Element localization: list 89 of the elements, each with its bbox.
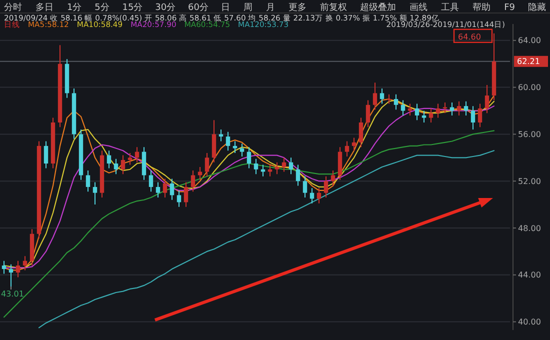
text: 15分 (122, 2, 143, 13)
text: 前复权 (320, 2, 347, 13)
candlestick (400, 100, 406, 116)
candlestick (478, 103, 482, 128)
candlestick (436, 103, 440, 118)
candlestick (450, 102, 454, 116)
candlestick (44, 140, 48, 169)
candlestick (372, 82, 378, 110)
candlestick (134, 146, 140, 163)
y-tick-label: 48.00 (518, 224, 541, 233)
line-series (3, 130, 495, 318)
candlestick (22, 256, 28, 271)
candlestick (226, 131, 230, 152)
candlestick (170, 178, 174, 200)
candlestick (358, 117, 364, 148)
y-tick-label: 56.00 (518, 130, 541, 140)
candlestick (470, 106, 476, 130)
candlestick (456, 100, 462, 116)
candlestick (414, 103, 420, 121)
candlestick (464, 100, 468, 116)
candlestick (114, 158, 118, 175)
text: 日 (220, 3, 230, 13)
candlestick (324, 176, 328, 198)
candlestick (296, 164, 300, 186)
candlestick (190, 170, 196, 192)
candlestick (442, 102, 448, 114)
annotation: 43.01 (1, 290, 24, 299)
candlestick (246, 146, 252, 169)
candlestick (176, 190, 182, 208)
candlestick (120, 154, 126, 175)
y-tick-label: 60.00 (518, 83, 541, 92)
text: 更多 (288, 2, 306, 13)
candlestick (184, 182, 188, 208)
candlestick (198, 166, 202, 180)
candlestick (484, 84, 490, 114)
y-tick-label: 64.00 (518, 36, 541, 46)
text: 画线 (410, 2, 428, 13)
candlestick (386, 94, 392, 104)
candlestick (408, 103, 412, 116)
candlestick (162, 178, 168, 198)
text: 超级叠加 (360, 2, 396, 13)
candlestick (16, 260, 20, 278)
candlestick (204, 152, 210, 177)
text: 月 (266, 3, 275, 13)
y-tick-label: 52.00 (518, 176, 541, 186)
candlestick (148, 170, 154, 192)
text: 周 (243, 2, 252, 13)
candlestick (422, 110, 426, 123)
candlestick (366, 100, 370, 128)
candlestick (282, 157, 286, 172)
text: F9 (504, 3, 516, 13)
text: 帮助 (472, 2, 491, 13)
candlestick (232, 140, 238, 154)
candlestick (338, 146, 342, 180)
candlestick (218, 129, 224, 142)
candlestick (240, 143, 244, 157)
candlestick (352, 137, 356, 152)
y-tick-label: 44.00 (518, 270, 541, 280)
candlestick (316, 188, 322, 204)
candlestick (428, 108, 434, 123)
text: 分时 (4, 2, 22, 13)
candlestick (310, 188, 314, 204)
text: 隐藏 (528, 2, 546, 13)
candlestick (302, 176, 308, 198)
candlestick (106, 150, 112, 169)
candlestick (86, 170, 90, 192)
candlestick (380, 88, 384, 104)
candlestick (2, 260, 6, 274)
line-series (38, 150, 495, 328)
y-tick-label: 40.00 (518, 318, 541, 327)
text: 工具 (441, 2, 460, 13)
candlestick (274, 162, 280, 175)
candlestick (212, 120, 216, 163)
candlestick (254, 158, 258, 175)
candlestick (288, 157, 294, 175)
candlestick (142, 146, 146, 180)
candlestick (156, 182, 160, 198)
text: 60分 (188, 2, 208, 13)
candlestick (330, 170, 336, 186)
candlestick (344, 140, 350, 157)
candlestick (128, 152, 132, 166)
candlestick (394, 94, 398, 110)
text: 5分 (94, 2, 110, 13)
annotation: 64.60 (458, 32, 481, 42)
candlestick (92, 182, 98, 206)
text: 30分 (155, 2, 176, 13)
text: 多日 (35, 2, 54, 13)
ref-line-label: 62.21 (517, 57, 540, 66)
text: 1分 (66, 2, 82, 13)
